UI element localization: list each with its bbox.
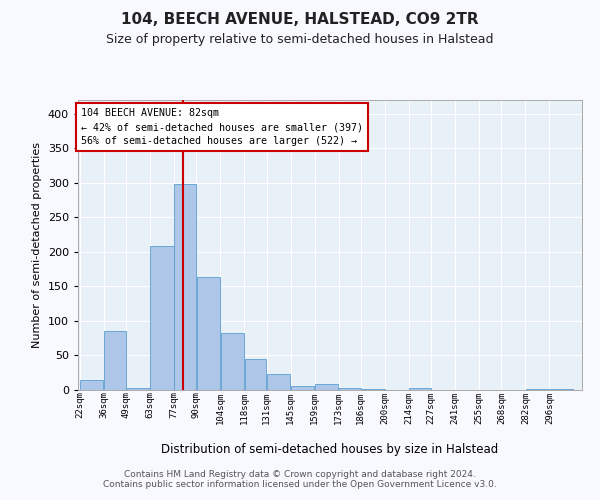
- Bar: [267, 374, 290, 390]
- Bar: [245, 359, 266, 390]
- Bar: [291, 386, 314, 390]
- Bar: [339, 388, 361, 390]
- Bar: [174, 184, 196, 390]
- Bar: [197, 278, 220, 390]
- Text: Contains public sector information licensed under the Open Government Licence v3: Contains public sector information licen…: [103, 480, 497, 489]
- Text: Contains HM Land Registry data © Crown copyright and database right 2024.: Contains HM Land Registry data © Crown c…: [124, 470, 476, 479]
- Bar: [126, 388, 150, 390]
- Bar: [409, 388, 431, 390]
- Y-axis label: Number of semi-detached properties: Number of semi-detached properties: [32, 142, 42, 348]
- Text: Distribution of semi-detached houses by size in Halstead: Distribution of semi-detached houses by …: [161, 442, 499, 456]
- Bar: [526, 388, 549, 390]
- Bar: [104, 330, 126, 390]
- Text: 104, BEECH AVENUE, HALSTEAD, CO9 2TR: 104, BEECH AVENUE, HALSTEAD, CO9 2TR: [121, 12, 479, 28]
- Text: 104 BEECH AVENUE: 82sqm
← 42% of semi-detached houses are smaller (397)
56% of s: 104 BEECH AVENUE: 82sqm ← 42% of semi-de…: [80, 108, 362, 146]
- Text: Size of property relative to semi-detached houses in Halstead: Size of property relative to semi-detach…: [106, 32, 494, 46]
- Bar: [150, 246, 174, 390]
- Bar: [221, 332, 244, 390]
- Bar: [315, 384, 338, 390]
- Bar: [80, 380, 103, 390]
